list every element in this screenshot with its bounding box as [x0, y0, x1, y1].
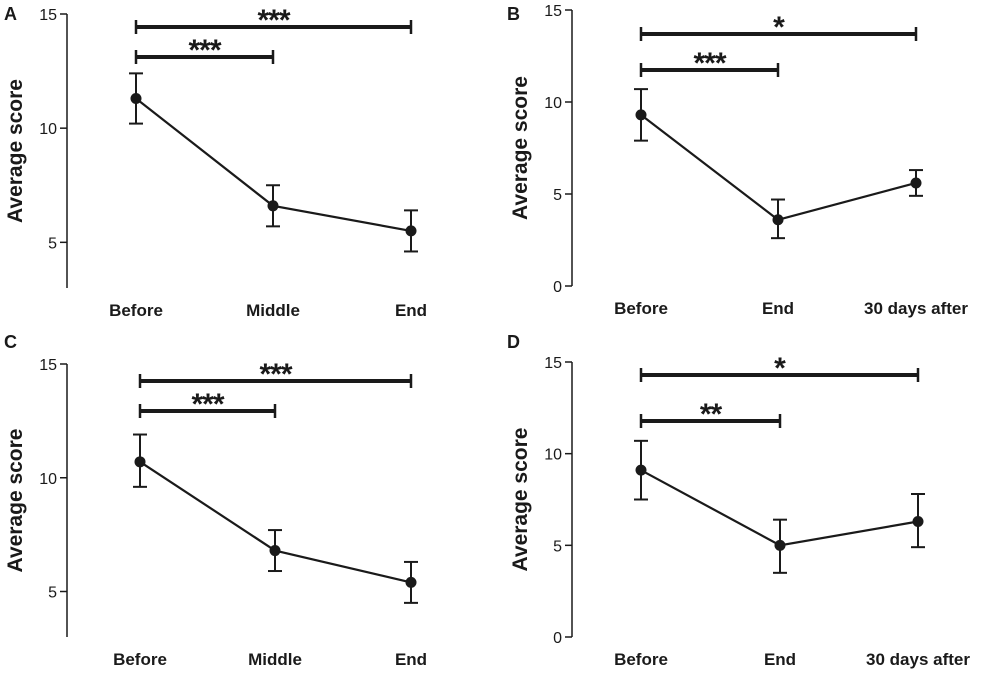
data-point	[267, 200, 279, 212]
significance-label: ***	[191, 388, 224, 421]
significance-label: *	[774, 352, 786, 385]
y-tick-label: 15	[544, 355, 562, 372]
x-tick-label: 30 days after	[864, 299, 968, 318]
y-tick-label: 5	[553, 187, 562, 204]
y-tick-label: 5	[553, 538, 562, 555]
x-tick-label: End	[395, 650, 427, 669]
y-tick-label: 10	[39, 471, 57, 488]
data-point	[405, 576, 417, 588]
x-tick-label: End	[762, 299, 794, 318]
significance-label: ***	[259, 358, 292, 391]
y-axis-label: Average score	[509, 76, 532, 220]
data-point	[134, 456, 146, 468]
significance-label: ***	[188, 34, 221, 67]
panel-letter: A	[4, 4, 17, 24]
significance-label: ***	[257, 4, 290, 37]
y-tick-label: 15	[39, 357, 57, 374]
x-tick-label: End	[395, 301, 427, 320]
x-tick-label: 30 days after	[866, 650, 970, 669]
y-tick-label: 10	[544, 95, 562, 112]
data-point	[635, 464, 647, 476]
panel-d: D 0 5 10 15 Average score Before End 30 days aft…	[507, 332, 970, 669]
x-tick-label: Before	[614, 650, 668, 669]
panel-letter: D	[507, 332, 520, 352]
y-tick-label: 15	[544, 3, 562, 20]
data-point	[774, 539, 786, 551]
y-axis-label: Average score	[4, 429, 27, 573]
data-point	[405, 225, 417, 237]
y-tick-label: 5	[48, 585, 57, 602]
significance-label: ***	[693, 47, 726, 80]
panel-c: C 5 10 15 Average score Before Middle End *** ***	[4, 332, 427, 669]
y-axis-label: Average score	[509, 428, 532, 572]
x-tick-label: Middle	[248, 650, 302, 669]
y-tick-label: 0	[553, 279, 562, 296]
panel-letter: B	[507, 4, 520, 24]
panel-letter: C	[4, 332, 17, 352]
y-tick-label: 5	[48, 235, 57, 252]
significance-label: *	[773, 11, 785, 44]
y-tick-label: 10	[39, 121, 57, 138]
x-tick-label: End	[764, 650, 796, 669]
data-point	[910, 177, 922, 189]
y-axis-label: Average score	[4, 79, 27, 223]
panel-b: B 0 5 10 15 Average score Before End 30 days aft…	[507, 3, 968, 318]
y-tick-label: 10	[544, 447, 562, 464]
x-tick-label: Middle	[246, 301, 300, 320]
x-tick-label: Before	[113, 650, 167, 669]
data-point	[772, 214, 784, 226]
panel-a: A 5 10 15 Average score Before Middle End *** ***	[4, 4, 427, 320]
data-point	[912, 516, 924, 527]
data-point	[269, 545, 281, 557]
y-tick-label: 0	[553, 630, 562, 647]
y-tick-label: 15	[39, 7, 57, 24]
data-point	[130, 92, 142, 104]
x-tick-label: Before	[109, 301, 163, 320]
data-point	[635, 109, 647, 121]
significance-label: **	[700, 398, 723, 431]
x-tick-label: Before	[614, 299, 668, 318]
